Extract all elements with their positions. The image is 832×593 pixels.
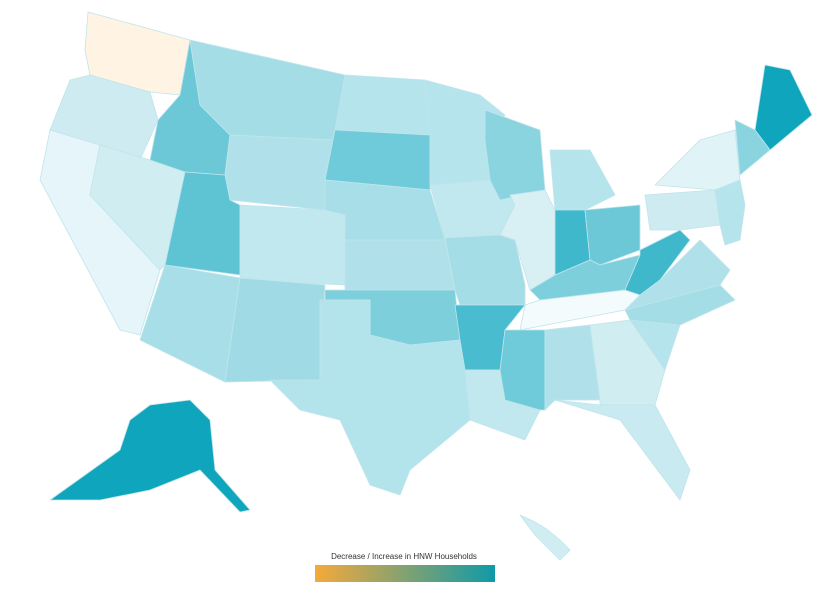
state[interactable] [239, 204, 346, 286]
state[interactable] [484, 109, 546, 201]
legend-title: Decrease / Increase in HNW Households [331, 552, 477, 561]
state[interactable] [554, 399, 691, 501]
state[interactable] [344, 239, 456, 291]
state[interactable] [734, 119, 771, 176]
state[interactable] [269, 299, 471, 496]
legend-gradient [315, 565, 495, 582]
state[interactable] [519, 514, 571, 561]
state[interactable] [544, 324, 601, 411]
state[interactable] [644, 189, 721, 231]
state[interactable] [444, 234, 526, 306]
state[interactable] [324, 129, 431, 191]
state[interactable] [754, 64, 813, 151]
state[interactable] [624, 229, 691, 296]
state[interactable] [224, 134, 336, 211]
state[interactable] [584, 204, 641, 266]
state[interactable] [49, 399, 251, 513]
states [39, 11, 813, 561]
state[interactable] [224, 277, 326, 383]
state[interactable] [499, 329, 546, 411]
state[interactable] [654, 129, 741, 191]
state[interactable] [549, 149, 616, 211]
state[interactable] [334, 74, 431, 136]
state[interactable] [714, 179, 746, 246]
